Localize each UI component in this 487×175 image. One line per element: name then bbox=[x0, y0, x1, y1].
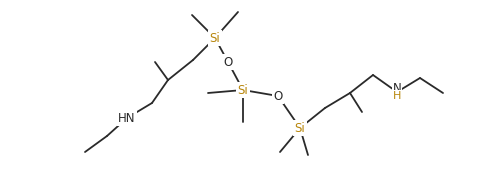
Text: O: O bbox=[273, 89, 282, 103]
Text: HN: HN bbox=[118, 111, 136, 124]
Text: O: O bbox=[224, 55, 233, 68]
Text: Si: Si bbox=[238, 83, 248, 96]
Text: H: H bbox=[393, 91, 401, 101]
Text: Si: Si bbox=[209, 32, 221, 44]
Text: Si: Si bbox=[295, 121, 305, 135]
Text: N: N bbox=[393, 82, 401, 96]
